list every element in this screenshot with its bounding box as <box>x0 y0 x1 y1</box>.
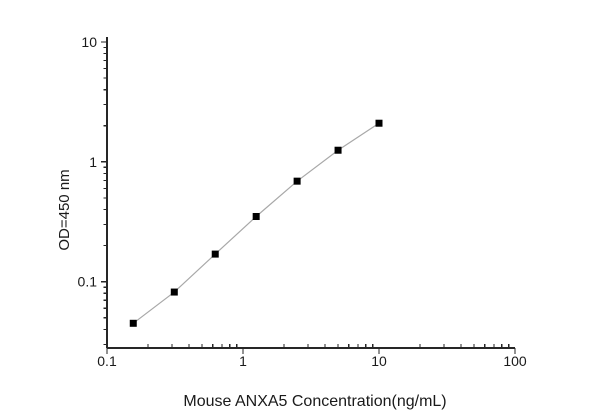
data-point-marker <box>334 146 342 154</box>
data-point-marker <box>129 319 137 327</box>
x-tick-label: 10 <box>371 353 387 369</box>
x-tick-label: 1 <box>239 353 247 369</box>
data-point-marker <box>252 213 260 221</box>
data-point-marker <box>375 119 383 127</box>
x-tick-label: 0.1 <box>97 353 117 369</box>
y-tick-label: 10 <box>81 34 97 50</box>
x-axis-title: Mouse ANXA5 Concentration(ng/mL) <box>183 393 447 410</box>
y-tick-label: 1 <box>89 154 97 170</box>
curve-line <box>132 122 380 324</box>
data-point-marker <box>293 177 301 185</box>
y-tick-label: 0.1 <box>78 274 98 290</box>
y-axis-title-text: OD=450 nm <box>55 169 73 251</box>
data-point-marker <box>170 288 178 296</box>
data-point-marker <box>211 250 219 258</box>
x-tick-label: 100 <box>503 353 527 369</box>
